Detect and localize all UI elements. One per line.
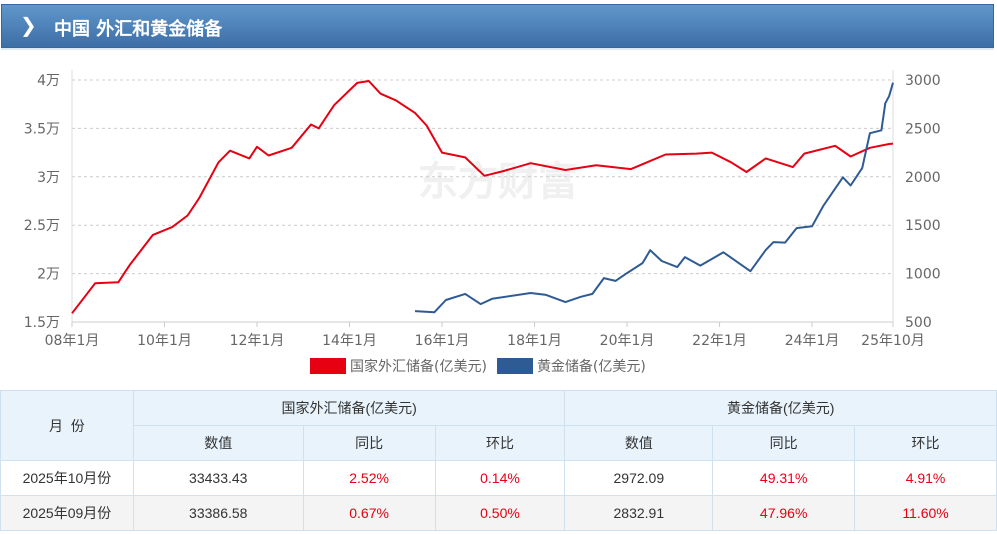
cell-gold-value: 2972.09 [564,460,714,496]
header-gold-yoy: 同比 [712,425,856,461]
cell-fx-mom: 0.14% [434,460,566,496]
table-row: 2025年09月份 33386.58 0.67% 0.50% 2832.91 4… [0,495,997,531]
x-tick-label: 16年1月 [415,333,470,349]
panel-title: 中国 外汇和黄金储备 [54,19,223,40]
x-tick-label: 10年1月 [137,333,192,349]
x-tick-label: 25年10月 [861,333,925,349]
gold-reserve-line [414,82,894,314]
header-fx-group: 国家外汇储备(亿美元) [132,390,566,426]
y-left-tick-label: 3万 [37,170,60,186]
cell-gold-mom: 4.91% [854,460,997,496]
cell-fx-mom: 0.50% [434,495,566,531]
header-month: 月 份 [0,390,134,461]
header-fx-mom: 环比 [434,425,566,461]
header-fx-value: 数值 [132,425,304,461]
y-left-tick-label: 2.5万 [24,218,60,234]
legend-label: 国家外汇储备(亿美元) [350,359,487,375]
x-tick-label: 20年1月 [600,333,655,349]
cell-gold-value: 2832.91 [564,495,714,531]
y-left-tick-label: 2万 [37,267,60,283]
reserves-table: 月 份 国家外汇储备(亿美元) 黄金储备(亿美元) 数值 同比 环比 数值 同比… [0,390,997,531]
y-left-tick-label: 1.5万 [24,315,60,331]
x-tick-label: 12年1月 [230,333,285,349]
watermark-logo: 东方财富 [418,159,578,205]
cell-gold-mom: 11.60% [854,495,997,531]
y-left-tick-label: 3.5万 [24,121,60,137]
cell-gold-yoy: 49.31% [712,460,856,496]
y-left-tick-label: 4万 [37,73,60,89]
fx-reserve-line [71,80,894,314]
header-gold-group: 黄金储备(亿美元) [564,390,997,426]
cell-gold-yoy: 47.96% [712,495,856,531]
y-right-tick-label: 500 [905,315,932,331]
legend-item-gold[interactable]: 黄金储备(亿美元) [496,356,646,376]
cell-month: 2025年10月份 [0,460,134,496]
y-right-tick-label: 1000 [905,267,941,283]
chart-legend: 国家外汇储备(亿美元) 黄金储备(亿美元) [310,356,646,376]
panel-header: ❯ 中国 外汇和黄金储备 [1,4,994,48]
header-gold-mom: 环比 [854,425,997,461]
chevron-right-icon[interactable]: ❯ [20,13,37,37]
cell-fx-yoy: 0.67% [302,495,436,531]
cell-month: 2025年09月份 [0,495,134,531]
x-tick-label: 14年1月 [322,333,377,349]
table-row: 2025年10月份 33433.43 2.52% 0.14% 2972.09 4… [0,460,997,496]
y-right-tick-label: 2000 [905,170,941,186]
y-right-tick-label: 1500 [905,218,941,234]
cell-fx-yoy: 2.52% [302,460,436,496]
reserves-line-chart: 东方财富 4万 3000 3.5万 2500 3万 2000 2.5万 1500 2万 1000 1… [24,70,941,349]
y-right-tick-label: 2500 [905,121,941,137]
x-tick-label: 24年1月 [785,333,840,349]
legend-label: 黄金储备(亿美元) [536,359,646,375]
cell-fx-value: 33386.58 [132,495,304,531]
legend-item-fx[interactable]: 国家外汇储备(亿美元) [310,356,487,376]
header-fx-yoy: 同比 [302,425,436,461]
y-right-tick-label: 3000 [905,73,941,89]
x-tick-label: 22年1月 [692,333,747,349]
cell-fx-value: 33433.43 [132,460,304,496]
legend-swatch-blue [496,358,533,374]
x-tick-label: 08年1月 [45,333,100,349]
header-gold-value: 数值 [564,425,714,461]
x-tick-label: 18年1月 [507,333,562,349]
legend-swatch-red [310,358,346,374]
